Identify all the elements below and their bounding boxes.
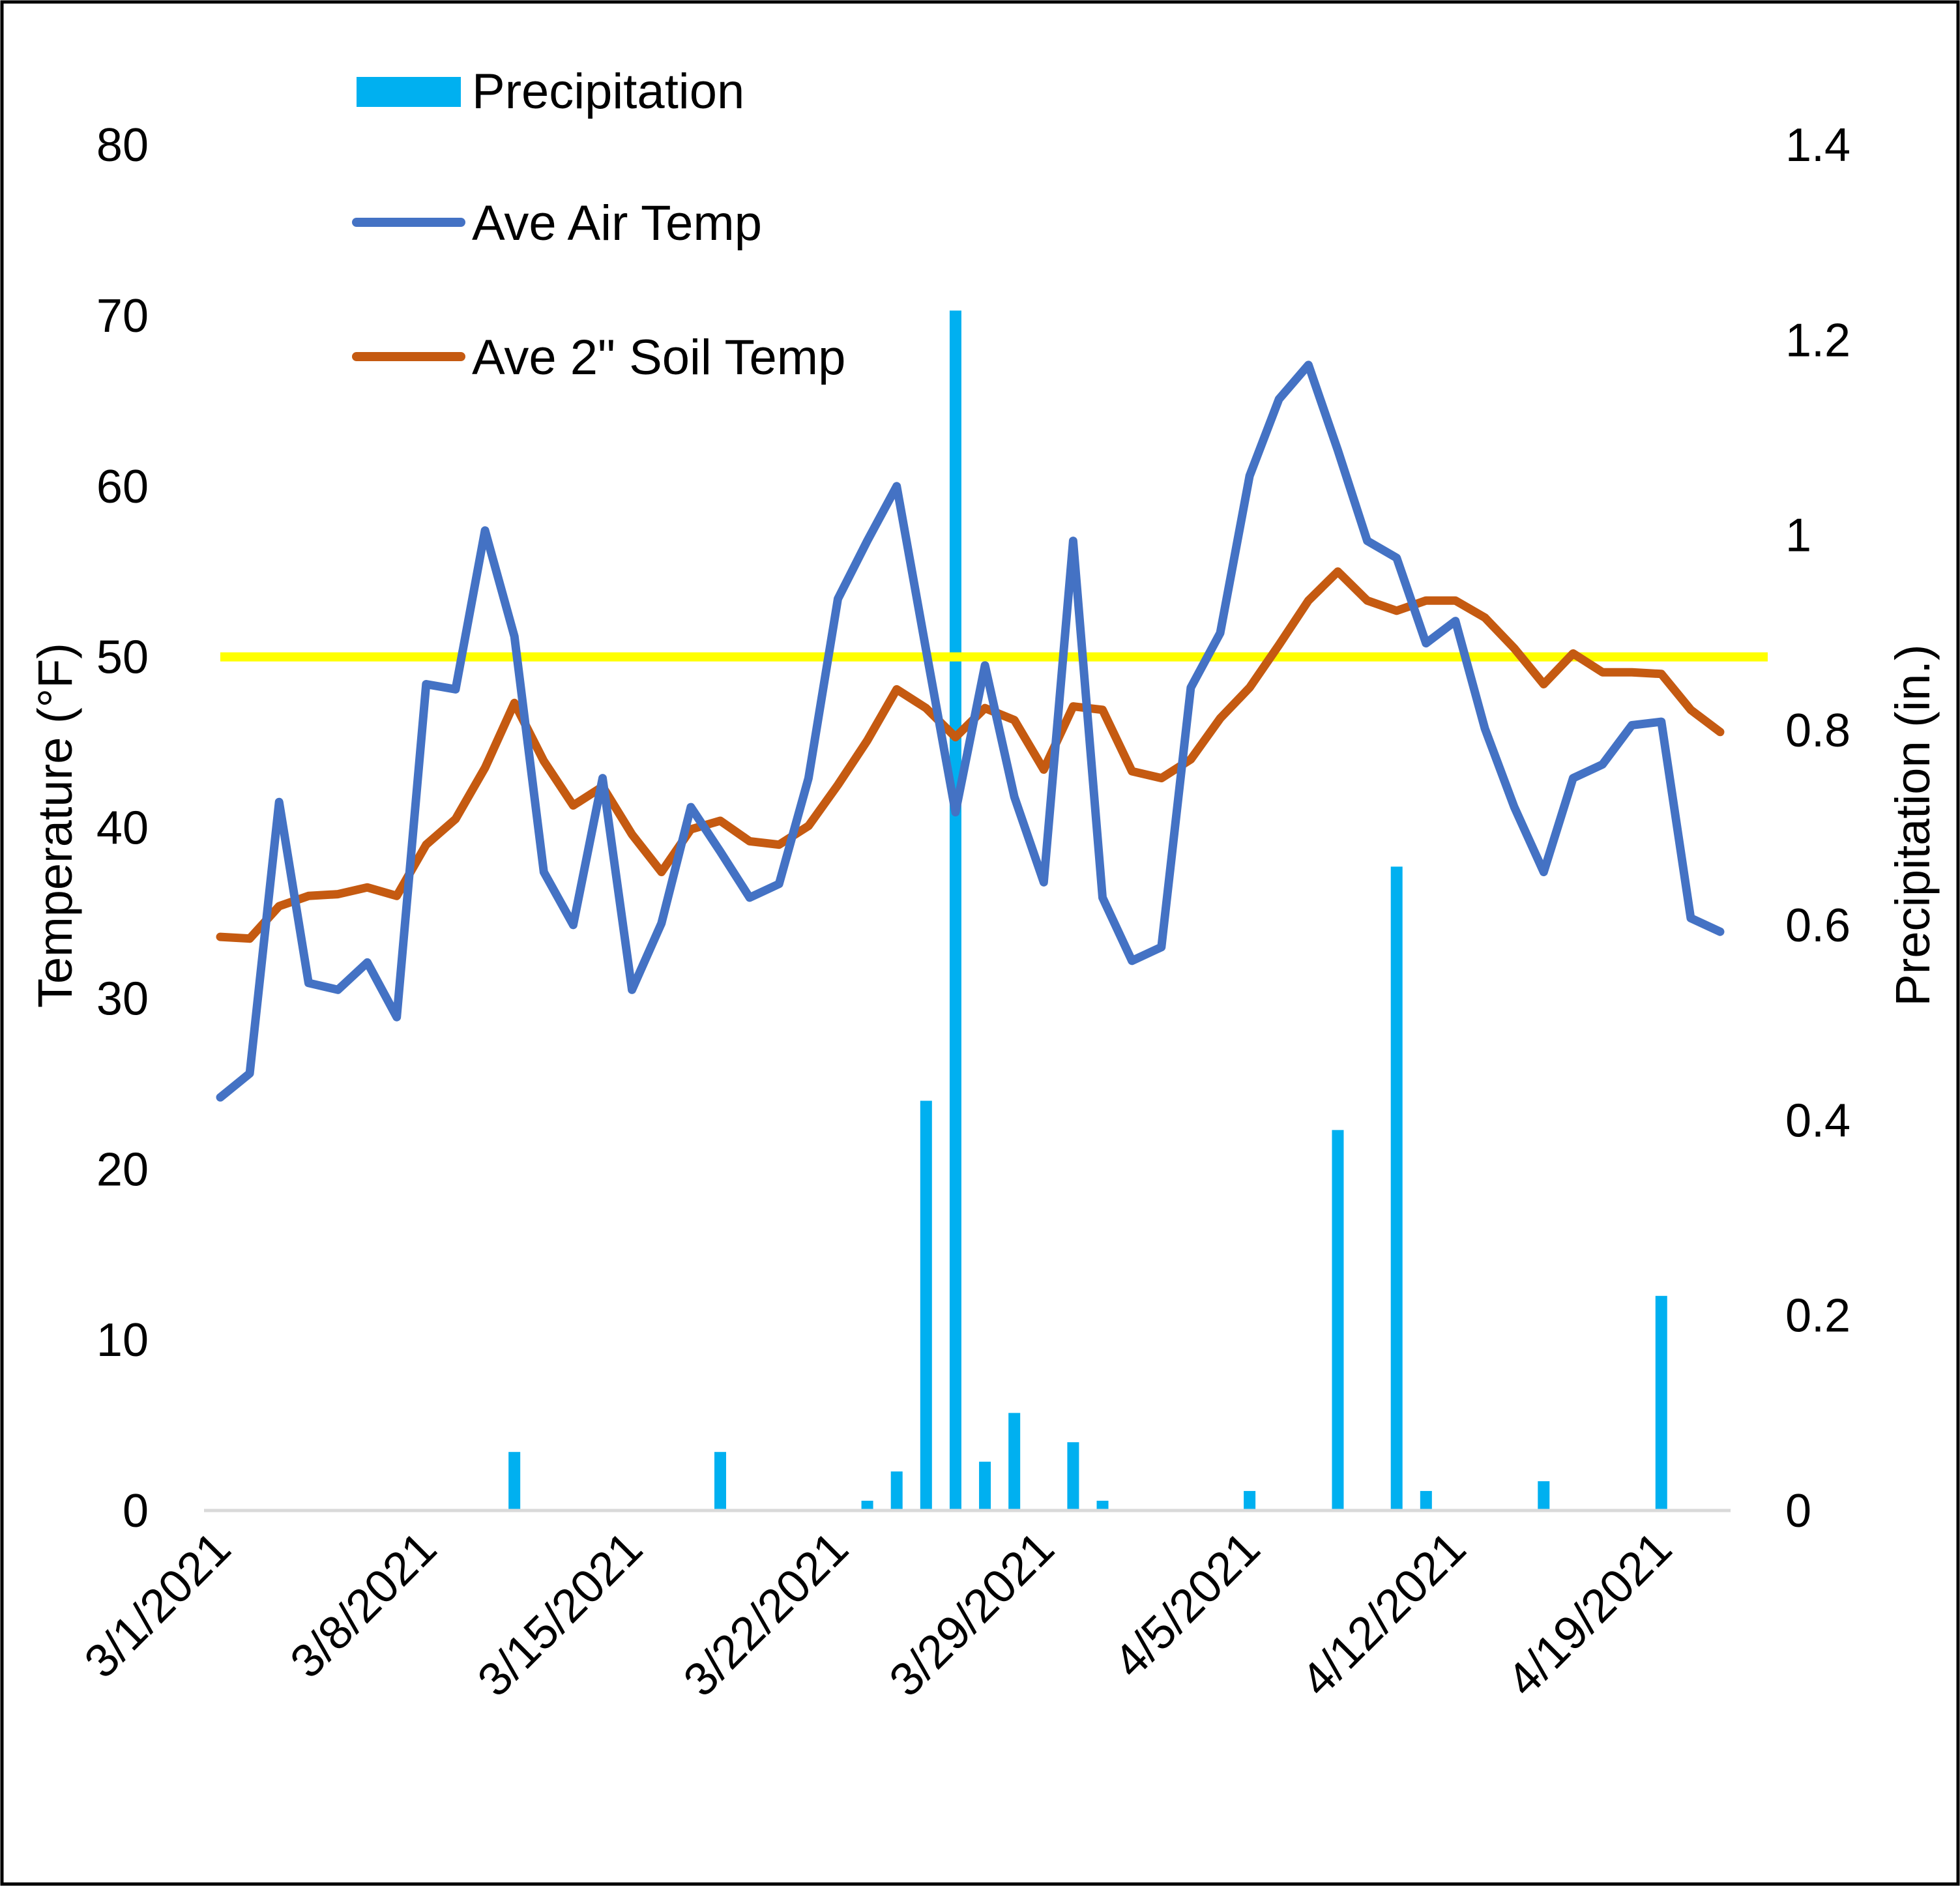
y-left-tick-label: 20 <box>96 1143 149 1196</box>
y-right-tick-label: 0 <box>1785 1485 1811 1537</box>
y-left-tick-label: 60 <box>96 461 149 513</box>
y-left-tick-label: 70 <box>96 290 149 342</box>
y-left-tick-label: 30 <box>96 973 149 1025</box>
precipitation-bar <box>861 1501 873 1510</box>
air-temp-line <box>216 361 1725 1102</box>
y-left-tick-label: 40 <box>96 803 149 855</box>
precipitation-bar <box>1655 1295 1667 1510</box>
precipitation-bar <box>1420 1491 1432 1510</box>
legend-soil-temp-label: Ave 2" Soil Temp <box>472 330 845 385</box>
legend: Precipitation Ave Air Temp Ave 2" Soil T… <box>352 64 845 385</box>
y-right-tick-label: 0.6 <box>1785 900 1850 952</box>
precipitation-bar <box>1390 866 1403 1510</box>
y-left-tick-label: 80 <box>96 119 149 171</box>
y-right-tick-label: 0.8 <box>1785 705 1850 757</box>
legend-precipitation-swatch <box>357 77 461 107</box>
precipitation-bar <box>979 1462 991 1510</box>
y-right-tick-label: 0.4 <box>1785 1095 1850 1147</box>
y-axis-left-title: Temperature (°F) <box>28 643 82 1008</box>
precipitation-bar <box>890 1471 903 1510</box>
precipitation-bar <box>1244 1491 1256 1510</box>
precipitation-bar <box>949 310 961 1511</box>
y-right-tick-label: 0.2 <box>1785 1290 1850 1342</box>
precipitation-bar <box>1332 1130 1344 1510</box>
y-right-tick-label: 1 <box>1785 510 1811 562</box>
precipitation-bar <box>714 1452 726 1510</box>
precipitation-bar <box>1538 1481 1550 1510</box>
precipitation-bar <box>1096 1501 1109 1510</box>
precipitation-bar <box>508 1452 521 1510</box>
y-left-tick-label: 50 <box>96 632 149 684</box>
precipitation-bar <box>920 1100 932 1510</box>
precipitation-bar <box>1067 1442 1079 1510</box>
precipitation-bar <box>1008 1413 1021 1510</box>
y-right-tick-label: 1.2 <box>1785 314 1850 366</box>
y-left-tick-label: 10 <box>96 1314 149 1366</box>
y-left-tick-label: 0 <box>123 1485 149 1537</box>
legend-air-temp-label: Ave Air Temp <box>472 196 762 251</box>
legend-precipitation-label: Precipitation <box>472 64 744 119</box>
y-right-tick-label: 1.4 <box>1785 119 1850 171</box>
y-axis-right-title: Precipitation (in.) <box>1886 644 1940 1006</box>
